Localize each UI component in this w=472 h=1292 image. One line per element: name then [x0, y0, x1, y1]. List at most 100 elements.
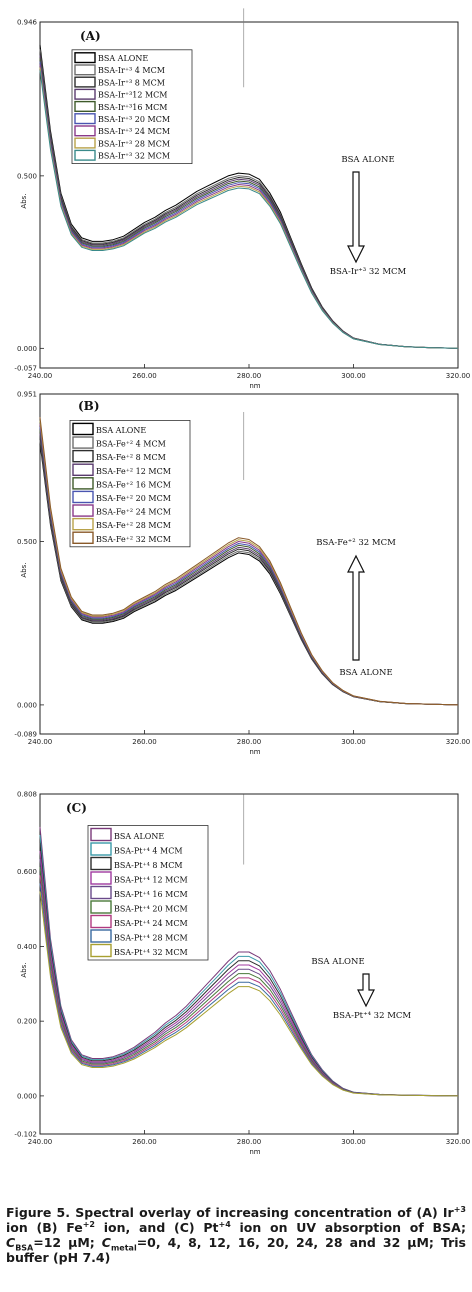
panel-label: (C) [66, 801, 87, 815]
y-tick-label: 0.000 [17, 345, 37, 353]
legend-entry: BSA-Pt⁺⁴ 8 MCM [114, 861, 183, 870]
legend-swatch [74, 125, 96, 137]
legend-entry: BSA-Ir⁺³ 32 MCM [98, 152, 170, 161]
legend-swatch [72, 504, 94, 517]
legend-swatch [72, 422, 94, 436]
x-tick-label: 280.00 [237, 738, 262, 746]
x-tick-label: 320.00 [446, 372, 471, 380]
x-axis-label: nm [249, 748, 260, 756]
legend-swatch [74, 149, 96, 161]
trend-arrow [357, 973, 375, 1008]
y-tick-label: 0.000 [17, 1092, 37, 1100]
y-axis-label: Abs. [20, 962, 28, 977]
figure-caption: Figure 5. Spectral overlay of increasing… [6, 1204, 466, 1265]
legend-swatch [72, 449, 94, 463]
y-axis-label: Abs. [20, 562, 28, 577]
x-tick-label: 320.00 [446, 1138, 471, 1146]
legend-entry: BSA-Pt⁺⁴ 12 MCM [114, 876, 188, 885]
annotation-bottom: BSA-Ir⁺³ 32 MCM [330, 267, 407, 277]
panel-label: (B) [78, 399, 100, 413]
panel-label: (A) [80, 29, 101, 43]
legend-entry: BSA-Ir⁺³12 MCM [98, 91, 167, 100]
x-tick-label: 300.00 [341, 1138, 366, 1146]
legend-entry: BSA ALONE [96, 426, 146, 435]
x-axis-label: nm [249, 382, 260, 390]
y-tick-label: 0.200 [17, 1018, 37, 1026]
y-tick-label: 0.946 [17, 19, 38, 27]
legend-entry: BSA ALONE [98, 54, 148, 63]
y-tick-label: 0.500 [17, 538, 37, 546]
legend-entry: BSA-Ir⁺³ 28 MCM [98, 139, 170, 148]
trend-arrow [347, 171, 365, 264]
chart-panel-c: -0.102 0.000 0.200 0.400 0.600 0.808 240.00 260… [14, 791, 471, 1157]
x-tick-label: 300.00 [341, 738, 366, 746]
legend-swatch [72, 463, 94, 476]
legend-swatch [90, 929, 112, 943]
x-tick-label: 280.00 [237, 372, 262, 380]
x-tick-label: 240.00 [28, 738, 53, 746]
y-tick-label: 0.808 [17, 791, 37, 799]
legend-entry: BSA-Fe⁺² 24 MCM [96, 508, 171, 517]
legend-swatch [72, 490, 94, 504]
legend-entry: BSA-Pt⁺⁴ 16 MCM [114, 890, 188, 899]
legend-swatch [74, 113, 96, 125]
annotation-top: BSA-Fe⁺² 32 MCM [316, 538, 396, 548]
y-tick-label: -0.089 [14, 731, 37, 739]
legend-entry: BSA-Pt⁺⁴ 28 MCM [114, 934, 188, 943]
legend-swatch [74, 76, 96, 88]
chart-panel-a: -0.057 0.000 0.500 0.946 240.00 260.00 280.00 3… [14, 8, 471, 390]
legend-swatch [74, 100, 96, 112]
legend-swatch [90, 914, 112, 929]
legend-swatch [72, 531, 94, 544]
y-tick-label: 0.000 [17, 701, 37, 709]
legend-entry: BSA ALONE [114, 832, 164, 841]
x-tick-label: 320.00 [446, 738, 471, 746]
x-tick-label: 240.00 [28, 372, 53, 380]
legend-entry: BSA-Fe⁺² 28 MCM [96, 521, 171, 530]
legend-swatch [72, 477, 94, 490]
legend-entry: BSA-Fe⁺² 32 MCM [96, 535, 171, 544]
y-tick-label: 0.951 [17, 391, 37, 399]
legend-swatch [90, 842, 112, 856]
y-tick-label: 0.500 [17, 172, 37, 180]
series-line-8 [39, 417, 459, 706]
legend-entry: BSA-Pt⁺⁴ 32 MCM [114, 948, 188, 957]
legend-swatch [90, 885, 112, 900]
legend-swatch [72, 517, 94, 531]
legend-entry: BSA-Ir⁺³ 20 MCM [98, 115, 170, 124]
y-tick-label: 0.600 [17, 868, 37, 876]
trend-arrow [347, 554, 365, 661]
legend-swatch [90, 900, 112, 914]
series-line-8 [39, 891, 459, 1097]
annotation-bottom: BSA ALONE [339, 668, 392, 678]
legend-entry: BSA-Fe⁺² 20 MCM [96, 494, 171, 503]
legend-entry: BSA-Fe⁺² 12 MCM [96, 467, 171, 476]
legend-entry: BSA-Ir⁺³ 8 MCM [98, 78, 165, 87]
legend-entry: BSA-Fe⁺² 8 MCM [96, 453, 166, 462]
legend-entry: BSA-Ir⁺³ 24 MCM [98, 127, 170, 136]
x-tick-label: 300.00 [341, 372, 366, 380]
legend-swatch [74, 88, 96, 100]
legend-swatch [90, 827, 112, 842]
legend-swatch [74, 52, 96, 64]
x-tick-label: 240.00 [28, 1138, 53, 1146]
legend-entry: BSA-Ir⁺³ 4 MCM [98, 66, 165, 75]
legend-entry: BSA-Fe⁺² 16 MCM [96, 480, 171, 489]
y-tick-label: -0.057 [14, 365, 37, 373]
annotation-bottom: BSA-Pt⁺⁴ 32 MCM [333, 1011, 412, 1021]
legend-entry: BSA-Pt⁺⁴ 4 MCM [114, 847, 183, 856]
y-axis-label: Abs. [20, 193, 28, 208]
legend-swatch [74, 137, 96, 149]
y-tick-label: 0.400 [17, 943, 37, 951]
legend-swatch [72, 436, 94, 449]
legend-entry: BSA-Pt⁺⁴ 20 MCM [114, 905, 188, 914]
x-tick-label: 260.00 [132, 372, 157, 380]
x-tick-label: 260.00 [132, 1138, 157, 1146]
x-axis-label: nm [249, 1148, 260, 1156]
x-tick-label: 260.00 [132, 738, 157, 746]
annotation-top: BSA ALONE [341, 155, 394, 165]
series-line-8 [39, 70, 459, 349]
annotation-top: BSA ALONE [311, 957, 364, 967]
legend-swatch [90, 943, 112, 958]
legend-entry: BSA-Pt⁺⁴ 24 MCM [114, 919, 188, 928]
